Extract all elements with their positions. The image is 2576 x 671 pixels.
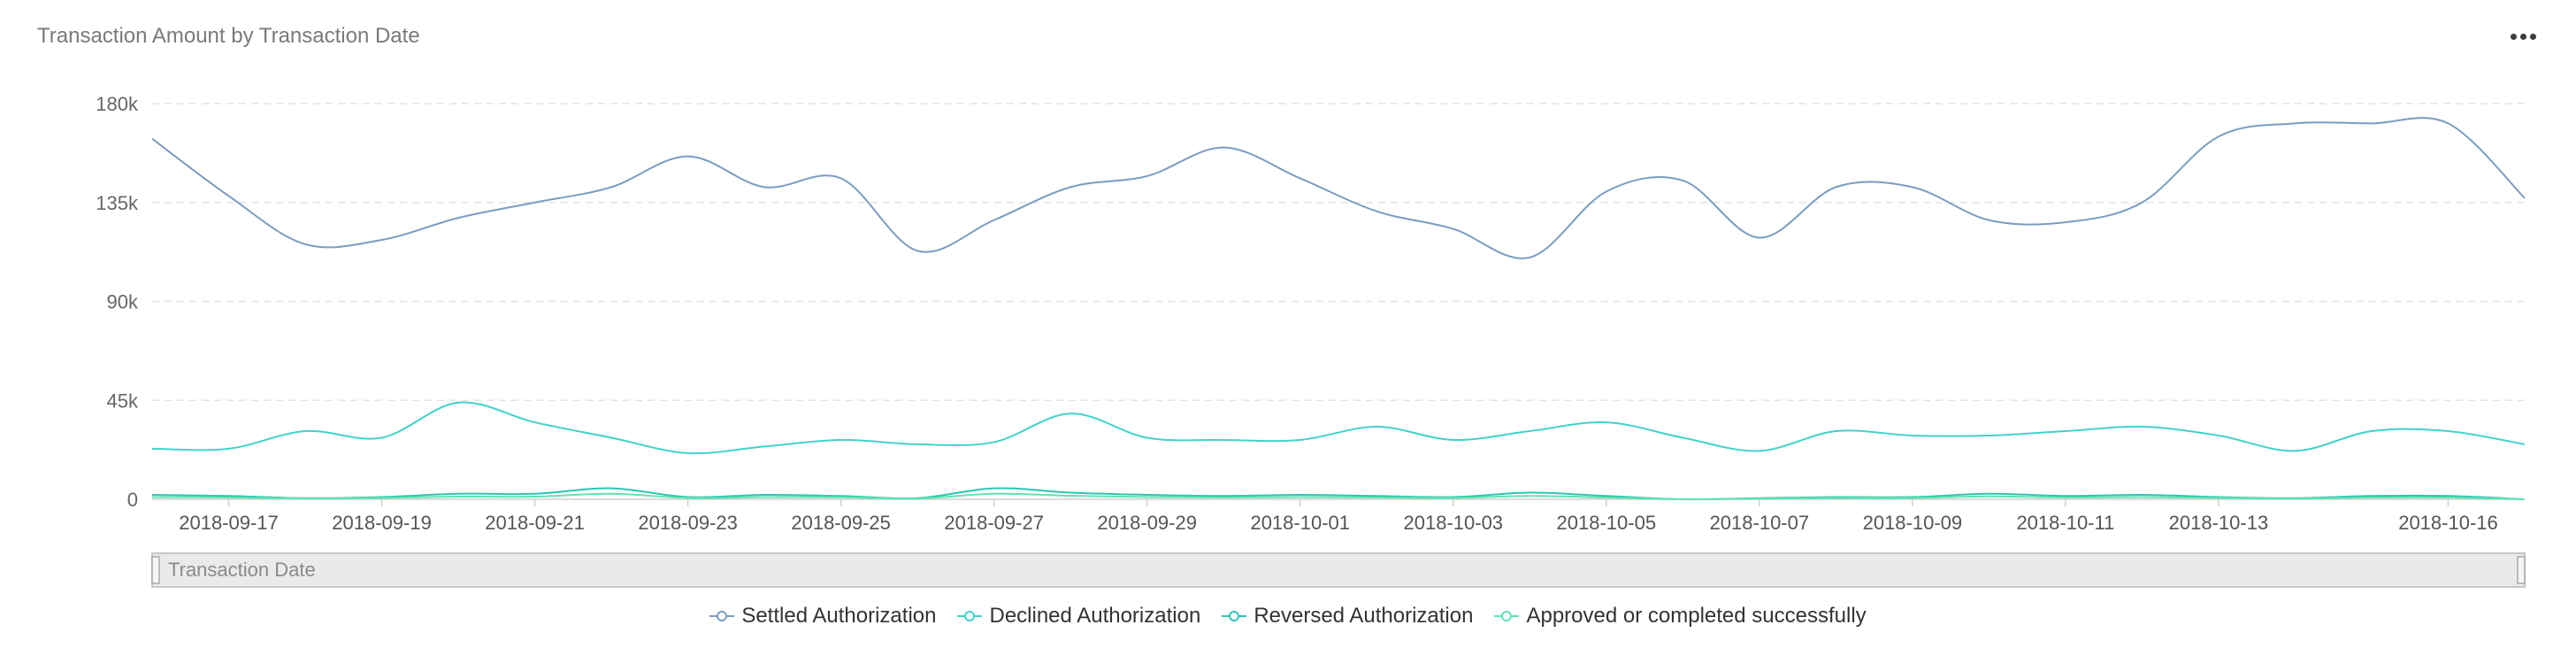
x-tick-label: 2018-09-17 [179,512,279,534]
legend-label: Settled Authorization [741,604,937,628]
x-tick-label: 2018-10-03 [1404,512,1504,534]
x-tick-label: 2018-10-13 [2169,512,2269,534]
x-tick-label: 2018-10-16 [2398,512,2498,534]
legend-item[interactable]: Declined Authorization [957,604,1200,629]
legend-item[interactable]: Approved or completed successfully [1494,604,1867,629]
x-tick-label: 2018-09-23 [638,512,738,534]
legend-item[interactable]: Reversed Authorization [1222,604,1473,629]
navigator-left-handle[interactable] [151,556,160,584]
y-tick-label: 180k [96,93,139,115]
legend-marker-icon [1222,610,1247,622]
x-tick-label: 2018-10-05 [1557,512,1657,534]
legend-item[interactable]: Settled Authorization [709,604,936,629]
y-tick-label: 45k [107,389,139,412]
series-line-approved-or-completed-successfully[interactable] [151,492,2526,501]
x-axis: 2018-09-17 2018-09-19 2018-09-21 2018-09-23… [152,498,2525,534]
x-tick-label: 2018-09-21 [485,512,585,534]
y-tick-label: 135k [96,192,139,214]
series-line-reversed-authorization[interactable] [151,487,2526,501]
x-tick-label: 2018-09-25 [791,512,891,534]
legend-marker-icon [709,610,735,622]
legend-label: Approved or completed successfully [1526,604,1867,628]
chart-title: Transaction Amount by Transaction Date [37,24,420,48]
legend-marker-icon [1494,610,1520,622]
more-dots-icon[interactable] [2511,34,2537,41]
x-tick-label: 2018-10-01 [1250,512,1350,534]
grid-lines [152,103,2525,401]
series-lines [151,117,2526,501]
legend-label: Declined Authorization [989,604,1201,628]
legend: Settled Authorization Declined Authorizat… [0,604,2576,629]
navigator-track[interactable] [151,552,2526,588]
y-axis: 0 45k 90k 135k 180k [96,93,139,511]
legend-label: Reversed Authorization [1254,604,1474,628]
x-tick-label: 2018-09-29 [1097,512,1197,534]
x-tick-label: 2018-09-19 [332,512,432,534]
legend-marker-icon [957,610,983,622]
navigator-right-handle[interactable] [2517,556,2526,584]
x-tick-label: 2018-10-11 [2016,512,2114,534]
y-tick-label: 90k [107,291,139,313]
x-tick-label: 2018-10-07 [1710,512,1810,534]
date-navigator[interactable]: Transaction Date [151,552,2526,588]
series-line-declined-authorization[interactable] [151,401,2526,455]
navigator-label: Transaction Date [168,559,316,581]
x-tick-label: 2018-09-27 [944,512,1044,534]
x-tick-label: 2018-10-09 [1863,512,1963,534]
y-tick-label: 0 [127,489,138,511]
series-line-settled-authorization[interactable] [151,117,2526,259]
